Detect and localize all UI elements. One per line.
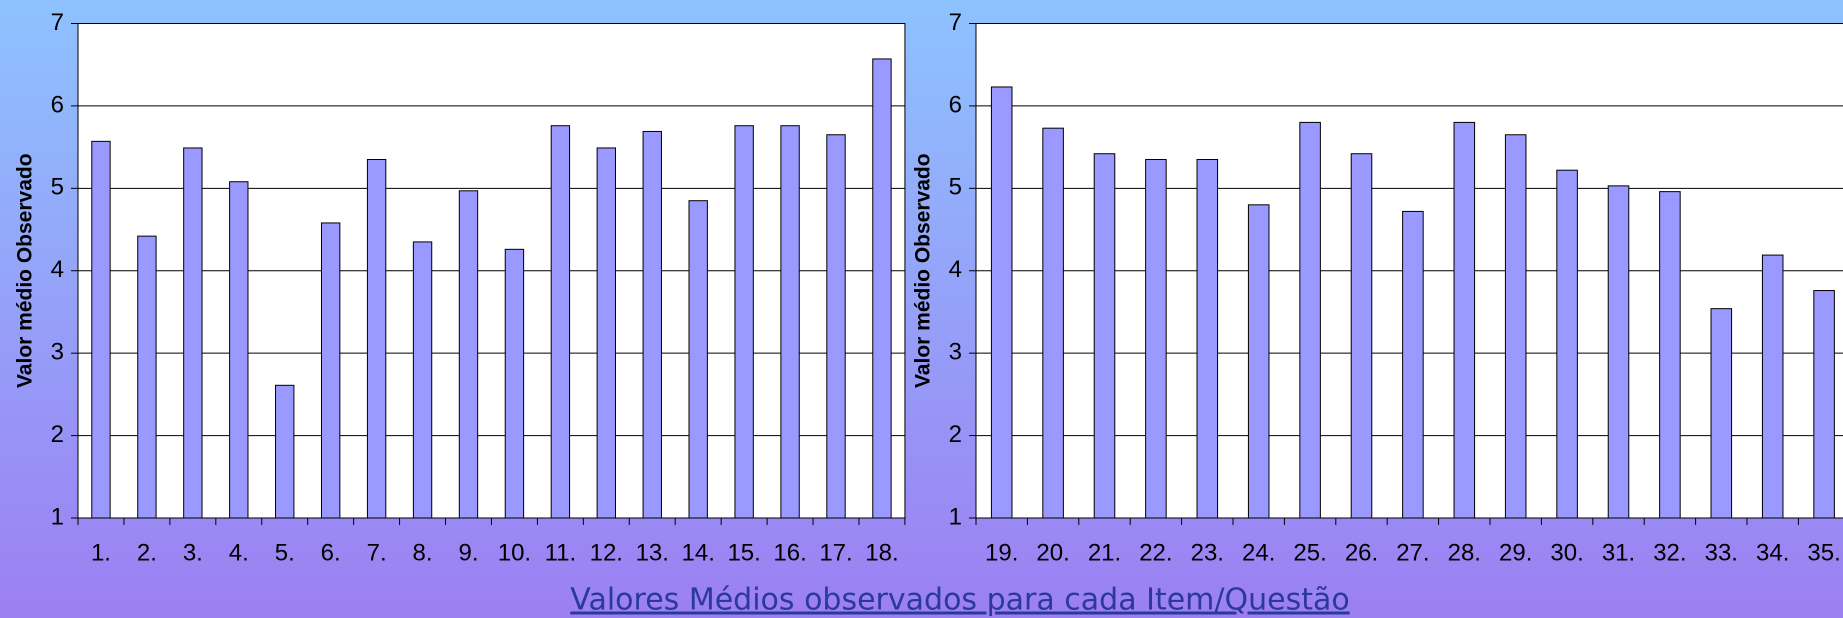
bar [229,181,249,519]
x-tick-label: 20. [1036,539,1069,566]
bar [275,384,295,519]
bar [1453,121,1476,519]
bar [872,58,892,519]
caption[interactable]: Valores Médios observados para cada Item… [570,583,1349,618]
bar [734,125,754,519]
x-tick-label: 30. [1550,539,1583,566]
bar [596,147,616,519]
y-tick-label: 4 [51,256,64,283]
bar [366,158,387,519]
bar [320,222,341,519]
x-tick-label: 34. [1756,539,1789,566]
x-tick-label: 5. [275,539,295,566]
y-tick-label: 1 [949,503,962,530]
bar [1607,185,1630,519]
x-tick-label: 12. [590,539,623,566]
bar [688,200,708,519]
bar [1247,204,1270,519]
y-tick-label: 3 [51,339,64,366]
bar [1196,158,1219,519]
x-tick-label: 10. [498,539,531,566]
x-tick-label: 18. [865,539,898,566]
x-tick-label: 22. [1139,539,1172,566]
bar [1145,158,1167,519]
x-tick-label: 17. [819,539,852,566]
y-tick-label: 2 [51,421,64,448]
bar [642,130,662,519]
bar [458,190,479,519]
bar [1504,134,1527,519]
bar [1813,290,1835,519]
x-tick-label: 19. [985,539,1018,566]
bar [183,147,203,519]
y-axis-label: Valor médio Observado [14,153,37,388]
y-tick-label: 6 [51,91,64,118]
x-tick-label: 29. [1499,539,1532,566]
x-tick-label: 27. [1396,539,1429,566]
y-tick-label: 6 [949,91,962,118]
y-tick-label: 7 [949,9,962,36]
x-tick-label: 15. [727,539,760,566]
x-tick-label: 6. [321,539,341,566]
x-tick-label: 11. [545,539,577,566]
x-tick-label: 4. [229,539,249,566]
y-tick-label: 3 [949,339,962,366]
y-axis-label: Valor médio Observado [912,153,935,388]
bar [1556,169,1578,519]
x-tick-label: 24. [1242,539,1275,566]
bar [1710,308,1733,519]
bar [1761,254,1784,519]
x-tick-label: 35. [1807,539,1840,566]
x-tick-label: 1. [91,539,111,566]
x-tick-label: 32. [1653,539,1686,566]
bar [550,125,571,519]
y-tick-label: 4 [949,256,962,283]
x-tick-label: 28. [1448,539,1481,566]
bar [780,125,800,519]
x-tick-label: 3. [183,539,203,566]
x-tick-label: 13. [636,539,669,566]
x-tick-label: 16. [773,539,806,566]
x-tick-label: 25. [1293,539,1326,566]
bar [1042,127,1064,519]
x-tick-label: 2. [137,539,157,566]
x-tick-label: 33. [1705,539,1738,566]
y-tick-label: 5 [51,174,64,201]
bar [990,86,1013,519]
bar [412,241,433,519]
x-tick-label: 14. [682,539,715,566]
bar [1402,210,1424,519]
y-tick-label: 2 [949,421,962,448]
bar [91,140,111,519]
x-tick-label: 8. [413,539,433,566]
bar [1299,121,1321,519]
bar [137,235,157,519]
y-tick-label: 5 [949,174,962,201]
x-tick-label: 23. [1191,539,1224,566]
bar [1350,153,1373,519]
bar [826,134,846,519]
bar [504,248,525,519]
x-tick-label: 26. [1345,539,1378,566]
x-tick-label: 21. [1088,539,1121,566]
y-tick-label: 1 [51,503,64,530]
bar [1659,191,1681,519]
y-tick-label: 7 [51,9,64,36]
bar [1093,153,1116,519]
x-tick-label: 7. [367,539,387,566]
x-tick-label: 31. [1602,539,1635,566]
x-tick-label: 9. [458,539,478,566]
